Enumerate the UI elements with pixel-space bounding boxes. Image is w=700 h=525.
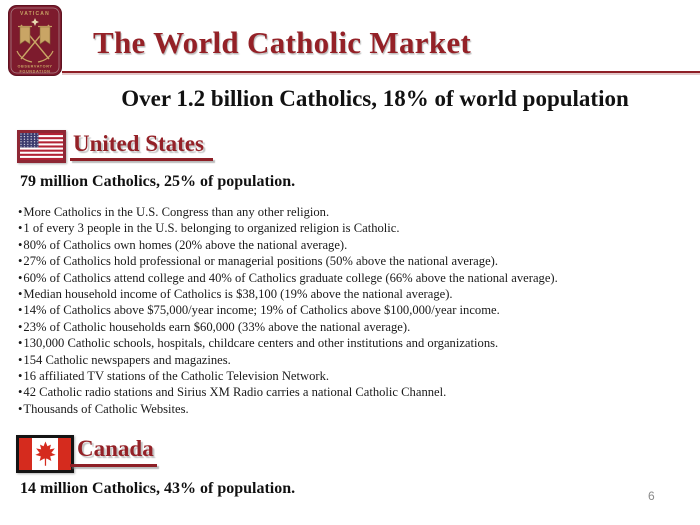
- bullet-item: 130,000 Catholic schools, hospitals, chi…: [18, 335, 673, 351]
- bullet-item: 1 of every 3 people in the U.S. belongin…: [18, 220, 673, 236]
- logo-left-banner: [19, 26, 31, 45]
- us-stat-line: 79 million Catholics, 25% of population.: [20, 173, 296, 190]
- bullet-item: Median household income of Catholics is …: [18, 286, 673, 302]
- logo-text-observatory: OBSERVATORY: [17, 65, 52, 69]
- logo-text-foundation: FOUNDATION: [19, 70, 50, 74]
- bullet-item: 60% of Catholics attend college and 40% …: [18, 270, 673, 286]
- canada-flag-icon: [16, 435, 74, 473]
- us-bullet-list: More Catholics in the U.S. Congress than…: [18, 204, 673, 417]
- logo-star-icon: [31, 18, 39, 26]
- logo-text-vatican: VATICAN: [20, 11, 50, 17]
- slide-subtitle: Over 1.2 billion Catholics, 18% of world…: [121, 86, 629, 111]
- bullet-item: More Catholics in the U.S. Congress than…: [18, 204, 673, 220]
- bullet-item: 154 Catholic newspapers and magazines.: [18, 352, 673, 368]
- bullet-item: 16 affiliated TV stations of the Catholi…: [18, 368, 673, 384]
- bullet-item: 14% of Catholics above $75,000/year inco…: [18, 302, 673, 318]
- canada-heading-rule: [70, 464, 157, 467]
- maple-leaf-icon: [35, 441, 56, 466]
- slide-title: The World Catholic Market: [93, 25, 472, 60]
- bullet-item: 42 Catholic radio stations and Sirius XM…: [18, 384, 673, 400]
- canada-stat-line: 14 million Catholics, 43% of population.: [20, 480, 296, 497]
- title-rule: [62, 71, 700, 73]
- bullet-item: 27% of Catholics hold professional or ma…: [18, 253, 673, 269]
- page-number: 6: [648, 489, 655, 503]
- logo-laurel-right: [37, 50, 54, 63]
- bullet-item: Thousands of Catholic Websites.: [18, 401, 673, 417]
- bullet-item: 80% of Catholics own homes (20% above th…: [18, 237, 673, 253]
- logo-right-banner: [39, 26, 51, 45]
- canada-section-heading: Canada: [77, 436, 154, 461]
- vatican-observatory-logo-icon: VATICAN OBSERVATORY FOUNDATION: [8, 5, 62, 76]
- us-section-heading: United States: [73, 131, 204, 156]
- us-flag-icon: [17, 130, 66, 163]
- us-heading-rule: [70, 158, 213, 161]
- bullet-item: 23% of Catholic households earn $60,000 …: [18, 319, 673, 335]
- logo-laurel-left: [16, 50, 33, 63]
